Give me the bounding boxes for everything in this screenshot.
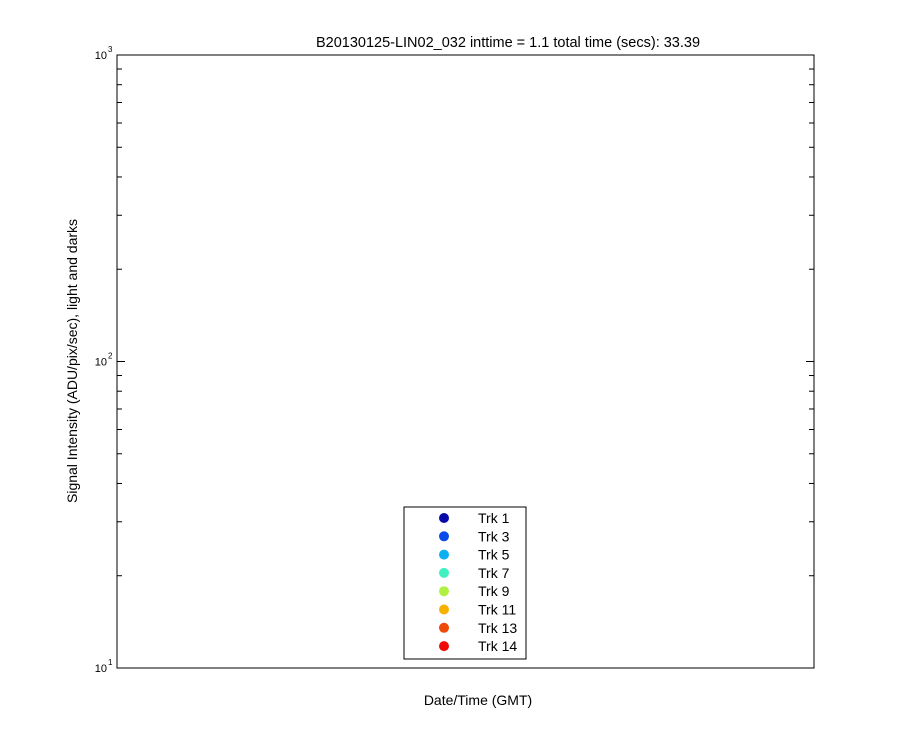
y-tick-exponent: 3 (108, 45, 113, 54)
legend-marker (439, 567, 449, 578)
legend-marker (439, 531, 449, 542)
y-axis-label: Signal Intensity (ADU/pix/sec), light an… (64, 219, 80, 503)
legend-marker (439, 604, 449, 615)
legend-marker (439, 586, 449, 597)
y-tick-exponent: 1 (108, 658, 113, 667)
legend-label: Trk 13 (478, 620, 517, 636)
axis-ticks (117, 68, 814, 669)
legend-box (403, 506, 527, 660)
legend-marker (439, 622, 449, 633)
chart-title: B20130125-LIN02_032 inttime = 1.1 total … (316, 35, 700, 51)
legend-label: Trk 11 (478, 602, 516, 618)
legend-label: Trk 5 (478, 547, 510, 563)
y-tick-exponent: 2 (108, 352, 113, 361)
legend-label: Trk 7 (478, 565, 510, 581)
legend-marker (439, 513, 449, 523)
legend-label: Trk 1 (478, 510, 510, 526)
tick-labels: 10110210306:05:0006:05:15 (95, 45, 113, 675)
legend-marker (439, 549, 449, 560)
y-tick-label: 10 (95, 663, 107, 675)
legend-label: Trk 3 (478, 528, 510, 544)
y-tick-label: 10 (95, 357, 107, 369)
y-tick-label: 10 (95, 50, 107, 62)
legend-label: Trk 9 (478, 583, 510, 599)
x-axis-label: Date/Time (GMT) (424, 692, 532, 708)
legend-label: Trk 14 (478, 638, 517, 654)
legend-marker (439, 641, 449, 652)
legend: Trk 1 Trk 3 Trk 5 Trk 7 Trk 9 Trk 11 Trk 13 Trk… (403, 506, 527, 660)
